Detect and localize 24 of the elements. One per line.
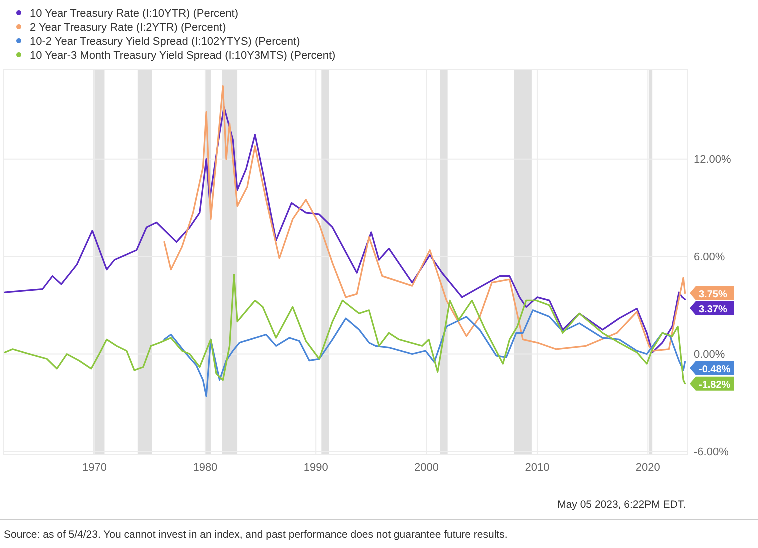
x-tick-label: 1970	[82, 462, 107, 474]
x-tick-label: 1980	[193, 462, 218, 474]
legend-label: 2 Year Treasury Rate (I:2YTR) (Percent)	[30, 22, 226, 34]
source-note: Source: as of 5/4/23. You cannot invest in an index, and past performance does not guarantee future results.	[4, 529, 508, 541]
x-tick-label: 2010	[525, 462, 550, 474]
y-tick-label: -6.00%	[694, 446, 730, 458]
y-tick-label: 12.00%	[694, 154, 732, 166]
legend-label: 10-2 Year Treasury Yield Spread (I:102YTYS) (Percent)	[30, 36, 300, 48]
line-series	[164, 85, 686, 352]
y-tick-label: 6.00%	[694, 251, 726, 264]
text: May 05 2023, 6:22PM EDT.	[558, 499, 686, 511]
data-label: -1.82%	[699, 380, 731, 391]
x-tick-label: 1990	[304, 462, 328, 474]
x-tick-label: 2000	[414, 462, 440, 474]
y-tick-label: 0.00%	[694, 348, 726, 361]
data-label: 3.75%	[699, 289, 728, 300]
line-series	[4, 106, 686, 354]
x-tick-label: 2020	[636, 462, 660, 474]
legend-label: 10 Year Treasury Rate (I:10YTR) (Percent)	[30, 8, 238, 20]
line-series	[164, 310, 686, 398]
line-series	[4, 274, 686, 385]
data-label: -0.48%	[699, 364, 731, 376]
data-label: 3.37%	[699, 304, 728, 316]
legend-label: 10 Year-3 Month Treasury Yield Spread (I:10Y3MTS) (Percent)	[30, 50, 336, 62]
